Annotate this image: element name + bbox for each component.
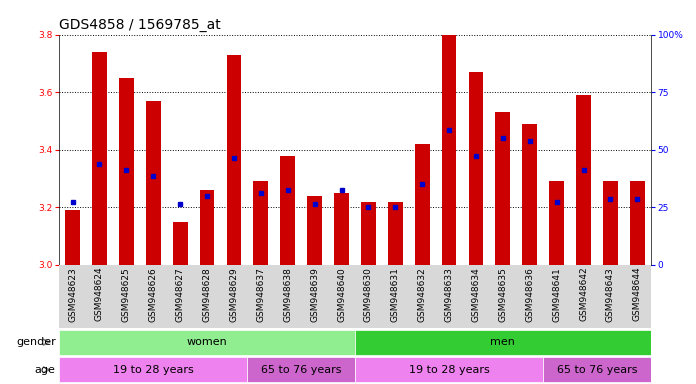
Bar [549,182,564,265]
Bar [92,52,107,265]
Bar [468,72,483,265]
Bar [59,358,247,382]
Bar [301,265,328,328]
Bar [355,265,382,328]
Bar [415,144,429,265]
Bar [516,265,543,328]
Bar [355,358,543,382]
Bar [86,265,113,328]
Text: GSM948635: GSM948635 [498,267,507,322]
Text: 19 to 28 years: 19 to 28 years [113,365,193,375]
Text: GSM948644: GSM948644 [633,267,642,321]
Bar [200,190,214,265]
Bar [624,265,651,328]
Bar [328,265,355,328]
Text: GSM948639: GSM948639 [310,267,319,322]
Bar [59,330,355,354]
Text: 19 to 28 years: 19 to 28 years [409,365,489,375]
Text: GSM948623: GSM948623 [68,267,77,322]
Bar [307,196,322,265]
Bar [603,182,618,265]
Bar [173,222,187,265]
Bar [496,113,510,265]
Text: GSM948628: GSM948628 [203,267,212,322]
Bar [274,265,301,328]
Text: GSM948638: GSM948638 [283,267,292,322]
Text: GSM948641: GSM948641 [552,267,561,322]
Bar [247,358,355,382]
Bar [227,55,242,265]
Text: GSM948627: GSM948627 [175,267,184,322]
Bar [388,202,403,265]
Bar [382,265,409,328]
Bar [361,202,376,265]
Text: GSM948640: GSM948640 [337,267,346,322]
Bar [543,265,570,328]
Bar [409,265,436,328]
Bar [113,265,140,328]
Bar [140,265,167,328]
Bar [463,265,489,328]
Text: GSM948626: GSM948626 [149,267,158,322]
Bar [570,265,597,328]
Bar [543,358,651,382]
Bar [334,193,349,265]
Text: GSM948634: GSM948634 [471,267,480,322]
Text: GSM948630: GSM948630 [364,267,373,322]
Bar [597,265,624,328]
Text: GSM948624: GSM948624 [95,267,104,321]
Text: GSM948637: GSM948637 [256,267,265,322]
Text: GSM948629: GSM948629 [230,267,239,322]
Bar [523,124,537,265]
Text: GSM948636: GSM948636 [525,267,535,322]
Text: women: women [187,337,228,347]
Bar [221,265,247,328]
Text: men: men [491,337,515,347]
Text: GSM948643: GSM948643 [606,267,615,322]
Bar [119,78,134,265]
Text: 65 to 76 years: 65 to 76 years [261,365,342,375]
Bar [442,35,457,265]
Bar [436,265,463,328]
Bar [280,156,295,265]
Bar [489,265,516,328]
Bar [167,265,193,328]
Bar [65,210,80,265]
Bar [247,265,274,328]
Bar [253,182,268,265]
Text: 65 to 76 years: 65 to 76 years [557,365,638,375]
Bar [630,182,644,265]
Text: gender: gender [16,337,56,347]
Bar [355,330,651,354]
Bar [146,101,161,265]
Text: GSM948633: GSM948633 [445,267,454,322]
Bar [576,95,591,265]
Text: age: age [35,365,56,375]
Bar [193,265,221,328]
Text: GSM948642: GSM948642 [579,267,588,321]
Bar [59,265,86,328]
Text: GSM948631: GSM948631 [390,267,400,322]
Text: GSM948625: GSM948625 [122,267,131,322]
Text: GDS4858 / 1569785_at: GDS4858 / 1569785_at [59,18,221,32]
Text: GSM948632: GSM948632 [418,267,427,322]
